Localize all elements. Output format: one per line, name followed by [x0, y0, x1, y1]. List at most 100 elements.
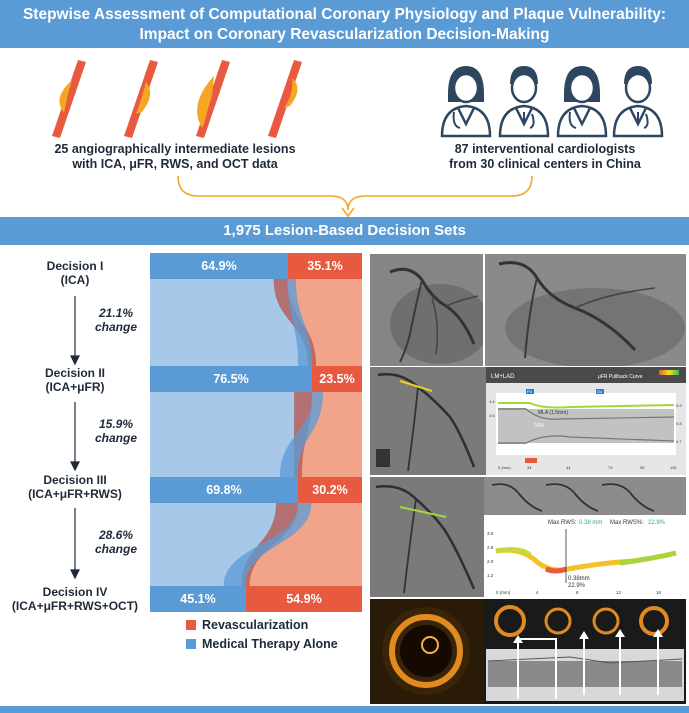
- ufr-r2: 0.8: [676, 421, 682, 426]
- ufr-curve-title: μFR Pullback Curve: [598, 374, 643, 380]
- legend-medical-swatch: [186, 639, 196, 649]
- lesions-line-1: 25 angiographically intermediate lesions: [54, 142, 296, 156]
- rws-panel: Max RWS: 0.38 mm Max RWS%: 22.9% 0.38mm …: [370, 477, 686, 597]
- bar-4-medical: 45.1%: [150, 586, 246, 612]
- decision-label-1: Decision I (ICA): [0, 259, 150, 287]
- rws-x4: 16: [656, 590, 662, 595]
- decision-sub-4: (ICA+μFR+RWS+OCT): [11, 599, 139, 613]
- header-banner: Stepwise Assessment of Computational Cor…: [0, 0, 689, 48]
- ufr-vessel-label: LM+LAD: [491, 374, 515, 380]
- decision-name-2: Decision II: [44, 366, 106, 380]
- angiogram-panel-2: [485, 254, 686, 366]
- ufr-y-mid: 3.6: [489, 413, 495, 418]
- lesions-caption: 25 angiographically intermediate lesions…: [10, 142, 340, 172]
- bar-1-medical: 64.9%: [150, 253, 288, 279]
- lesion-icon-1: [52, 60, 86, 138]
- bar-2-revasc: 23.5%: [312, 366, 362, 392]
- legend-revasc-label: Revascularization: [202, 618, 309, 632]
- change-label-2: 15.9% change: [86, 417, 146, 445]
- cardiologist-icons: [440, 64, 664, 138]
- decision-sub-1: (ICA): [60, 273, 90, 287]
- change-value-1: 21.1%: [98, 306, 134, 320]
- bar-1-revasc: 35.1%: [288, 253, 362, 279]
- ufr-x0: 0 (mm): [498, 465, 511, 470]
- ufr-mla: MLA (1.5mm): [538, 410, 568, 416]
- angiogram-image-1: [370, 254, 483, 366]
- title-line-2: Impact on Coronary Revascularization Dec…: [139, 26, 550, 43]
- bar-3-medical: 69.8%: [150, 477, 298, 503]
- rws-x3: 12: [616, 590, 622, 595]
- rws-x0: 0 (mm): [496, 590, 511, 595]
- bar-2-medical: 76.5%: [150, 366, 312, 392]
- cardiologists-line-2: from 30 clinical centers in China: [449, 157, 641, 171]
- flow-medical-1: [150, 279, 313, 366]
- rws-x2: 8: [576, 590, 579, 595]
- change-label-3: 28.6% change: [86, 528, 146, 556]
- lesion-icons: [52, 60, 302, 138]
- decision-label-3: Decision III (ICA+μFR+RWS): [0, 473, 150, 501]
- bar-3-revasc: 30.2%: [298, 477, 362, 503]
- change-value-2: 15.9%: [98, 417, 134, 431]
- legend-revasc-swatch: [186, 620, 196, 630]
- lesion-icon-2: [124, 60, 158, 138]
- flow-band-to-medical-1: [287, 279, 313, 366]
- rws-point-mm: 0.38mm: [568, 576, 590, 582]
- ufr-x3: 73: [608, 465, 613, 470]
- section-banner: 1,975 Lesion-Based Decision Sets: [0, 217, 689, 245]
- lesions-line-2: with ICA, μFR, RWS, and OCT data: [72, 157, 278, 171]
- bar-4-revasc: 54.9%: [246, 586, 362, 612]
- ufr-marker-d: D4: [597, 389, 603, 394]
- male-doctor-icon-2: [612, 64, 664, 138]
- flow-revasc-1: [287, 279, 362, 366]
- rws-y3: 2.0: [487, 559, 494, 564]
- change-label-1: 21.1% change: [86, 306, 146, 334]
- decision-label-4: Decision IV (ICA+μFR+RWS+OCT): [0, 585, 150, 613]
- flow-band-to-medical-3: [223, 503, 312, 586]
- rws-x1: 4: [536, 590, 539, 595]
- ufr-r1: 0.9: [676, 403, 682, 408]
- female-doctor-icon-2: [556, 64, 608, 138]
- ufr-image: LM+LAD μFR Pullback Curve P4 D4 MLA (1.5…: [370, 367, 686, 475]
- decision-flow-chart: [150, 279, 362, 586]
- angiogram-image-2: [485, 254, 686, 366]
- rws-image: Max RWS: 0.38 mm Max RWS%: 22.9% 0.38mm …: [370, 477, 686, 597]
- ufr-value: 0.84: [534, 423, 544, 429]
- lesion-icon-3: [196, 60, 230, 138]
- ufr-x2: 44: [566, 465, 571, 470]
- rws-max-label: Max RWS:: [548, 520, 577, 526]
- decision-arrows: [70, 296, 80, 580]
- flow-band-to-medical-2: [279, 392, 323, 477]
- ufr-marker-p: P4: [527, 389, 533, 394]
- decision-sub-3: (ICA+μFR+RWS): [28, 487, 122, 501]
- rws-point-pct: 22.9%: [568, 583, 586, 589]
- female-doctor-icon-1: [440, 64, 492, 138]
- ufr-r3: 0.7: [676, 439, 682, 444]
- rws-maxp-value: 22.9%: [648, 520, 666, 526]
- decision-label-2: Decision II (ICA+μFR): [0, 366, 150, 394]
- decision-sub-2: (ICA+μFR): [45, 380, 105, 394]
- ufr-y-top: 4.4: [489, 399, 495, 404]
- change-value-3: 28.6%: [98, 528, 134, 542]
- oct-panel: [370, 599, 686, 704]
- rws-y1: 3.6: [487, 531, 494, 536]
- bottom-bar: [0, 706, 689, 713]
- legend-medical-label: Medical Therapy Alone: [202, 637, 338, 651]
- rws-y4: 1.2: [487, 573, 494, 578]
- cardiologists-caption: 87 interventional cardiologists from 30 …: [410, 142, 680, 172]
- ufr-x1: 34: [527, 465, 532, 470]
- lesion-icon-4: [268, 60, 302, 138]
- decision-name-1: Decision I: [46, 259, 104, 273]
- male-doctor-icon-1: [498, 64, 550, 138]
- change-word-2: change: [94, 431, 137, 445]
- change-word-1: change: [94, 320, 137, 334]
- merge-bracket: [177, 175, 533, 218]
- decision-name-3: Decision III: [43, 473, 107, 487]
- cardiologists-line-1: 87 interventional cardiologists: [454, 142, 636, 156]
- rws-max-value: 0.38 mm: [579, 520, 602, 526]
- rws-y2: 2.8: [487, 545, 494, 550]
- rws-maxp-label: Max RWS%:: [610, 520, 644, 526]
- oct-image: [370, 599, 686, 704]
- flow-medical-3: [150, 503, 298, 586]
- ufr-x5: 115: [670, 465, 677, 470]
- decision-name-4: Decision IV: [42, 585, 108, 599]
